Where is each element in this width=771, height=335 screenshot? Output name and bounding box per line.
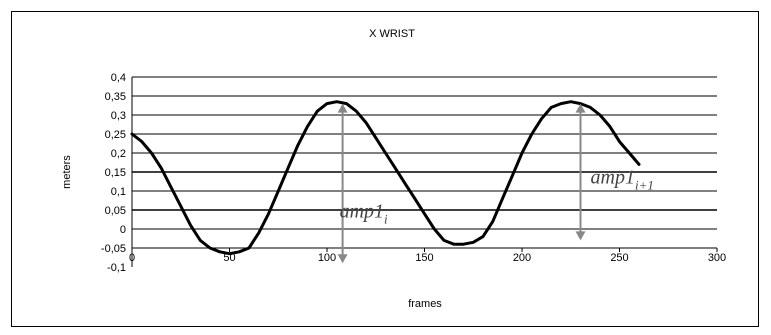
y-tick-label: 0,2 (111, 148, 126, 160)
series-line (130, 100, 641, 256)
line-chart: X WRIST -0,1-0,0500,050,10,150,20,250,30… (61, 28, 726, 310)
amplitude-label-base: amp1 (591, 166, 635, 188)
amplitude-label: amp1i+1 (591, 166, 654, 192)
chart-title: X WRIST (369, 28, 415, 40)
x-tick-label: 250 (610, 252, 628, 264)
x-tick-label: 100 (318, 252, 336, 264)
y-tick-label: 0 (120, 224, 126, 236)
y-tick-label: 0,4 (111, 72, 126, 84)
arrowhead-up (575, 103, 586, 113)
chart-frame: X WRIST -0,1 -0,05 0 0,05 0,1 0,15 0,2 0,25 0,3 0… (11, 11, 759, 327)
y-tick-label: -0,1 (107, 262, 126, 274)
amplitude-label-base: amp1 (340, 201, 384, 223)
y-tick-label: 0,05 (105, 205, 126, 217)
amplitude-label-subscript: i+1 (635, 177, 654, 192)
x-axis-ticks: 0 50 100 150 200 250 300 (129, 248, 726, 264)
y-tick-label: 0,25 (105, 129, 126, 141)
y-axis-ticks: -0,1 -0,05 0 0,05 0,1 0,15 0,2 0,25 0,3 0,35 0,4 (101, 72, 126, 274)
x-tick-label: 50 (223, 252, 235, 264)
x-tick-label: 200 (513, 252, 531, 264)
arrowhead-down (575, 231, 586, 241)
x-tick-label: 0 (129, 252, 135, 264)
y-tick-label: 0,3 (111, 110, 126, 122)
series-group (130, 100, 641, 256)
arrowhead-up (337, 103, 348, 113)
y-tick-label: 0,1 (111, 186, 126, 198)
y-axis-label: meters (61, 155, 73, 189)
amplitude-label: amp1i (340, 201, 388, 227)
amplitude-label-subscript: i (384, 212, 388, 227)
x-axis-label: frames (408, 298, 442, 310)
y-tick-label: 0,35 (105, 91, 126, 103)
y-tick-label: 0,15 (105, 167, 126, 179)
arrowhead-down (337, 254, 348, 264)
y-tick-label: -0,05 (101, 243, 126, 255)
x-tick-label: 150 (415, 252, 433, 264)
x-tick-label: 300 (708, 252, 726, 264)
